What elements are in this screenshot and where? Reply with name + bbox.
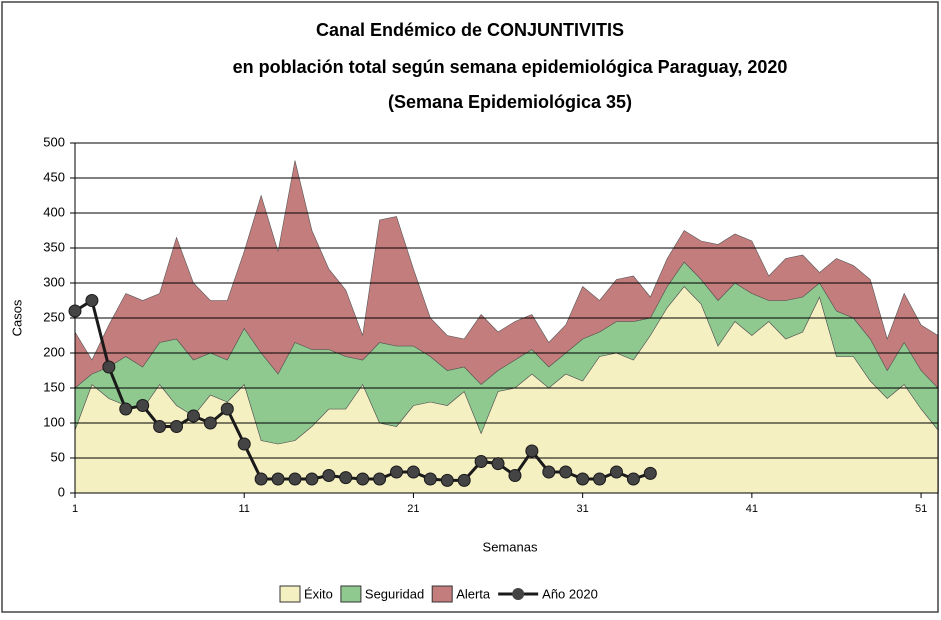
point — [237, 437, 251, 451]
legend-label: Éxito — [304, 586, 333, 601]
point — [474, 455, 488, 468]
point — [593, 472, 607, 486]
legend-label: Alerta — [456, 586, 491, 601]
x-tick-label: 21 — [407, 503, 419, 515]
point — [136, 399, 150, 412]
point — [102, 360, 116, 374]
y-tick-label: 450 — [43, 169, 65, 184]
plot-border — [74, 142, 939, 494]
y-tick-label: 400 — [43, 204, 65, 219]
point — [220, 402, 234, 416]
y-axis-label: Casos — [9, 299, 24, 336]
legend-label: Año 2020 — [542, 586, 598, 601]
point — [203, 416, 217, 430]
y-tick-label: 350 — [43, 239, 65, 254]
y-tick-label: 300 — [43, 274, 65, 289]
y-tick-label: 200 — [43, 344, 65, 359]
point — [85, 294, 99, 307]
point — [508, 469, 522, 482]
point — [643, 466, 657, 480]
point — [68, 304, 82, 318]
point — [609, 465, 623, 479]
y-tick-label: 250 — [43, 309, 65, 324]
point — [525, 444, 539, 458]
point — [170, 420, 184, 433]
y-tick-label: 500 — [43, 134, 65, 149]
point — [153, 420, 167, 433]
y-tick-label: 0 — [58, 484, 65, 499]
y-tick-label: 50 — [51, 449, 65, 464]
legend-swatch — [431, 585, 453, 603]
point — [423, 472, 437, 486]
point — [356, 472, 370, 486]
point — [119, 402, 133, 416]
point — [440, 473, 454, 487]
point — [271, 472, 285, 486]
y-tick-label: 150 — [43, 379, 65, 394]
y-tick-label: 100 — [43, 414, 65, 429]
point — [305, 472, 319, 486]
x-tick-label: 11 — [239, 503, 250, 515]
point — [288, 472, 302, 486]
point — [559, 465, 573, 479]
point — [626, 472, 640, 486]
legend-label: Seguridad — [365, 586, 424, 601]
point — [186, 409, 200, 423]
point — [373, 472, 387, 486]
chart-subtitle: en población total según semana epidemio… — [233, 57, 788, 77]
point — [491, 457, 505, 471]
point — [390, 465, 404, 479]
legend-swatch — [340, 585, 362, 603]
point — [406, 465, 420, 479]
x-tick-label: 41 — [746, 503, 758, 515]
point — [254, 472, 268, 486]
x-tick-label: 1 — [72, 503, 78, 515]
legend-marker — [512, 588, 525, 600]
point — [576, 472, 590, 486]
legend-swatch — [279, 585, 301, 603]
legend: Éxito Seguridad Alerta Año 2020 — [279, 585, 598, 603]
chart-annotation: (Semana Epidemiológica 35) — [388, 92, 632, 112]
point — [322, 469, 336, 482]
point — [542, 465, 556, 479]
x-tick-label: 51 — [915, 503, 927, 515]
x-tick-label: 31 — [577, 503, 589, 515]
x-axis-label: Semanas — [483, 539, 538, 554]
point — [457, 473, 471, 487]
point — [339, 471, 353, 485]
chart-title: Canal Endémico de CONJUNTIVITIS — [316, 20, 624, 40]
